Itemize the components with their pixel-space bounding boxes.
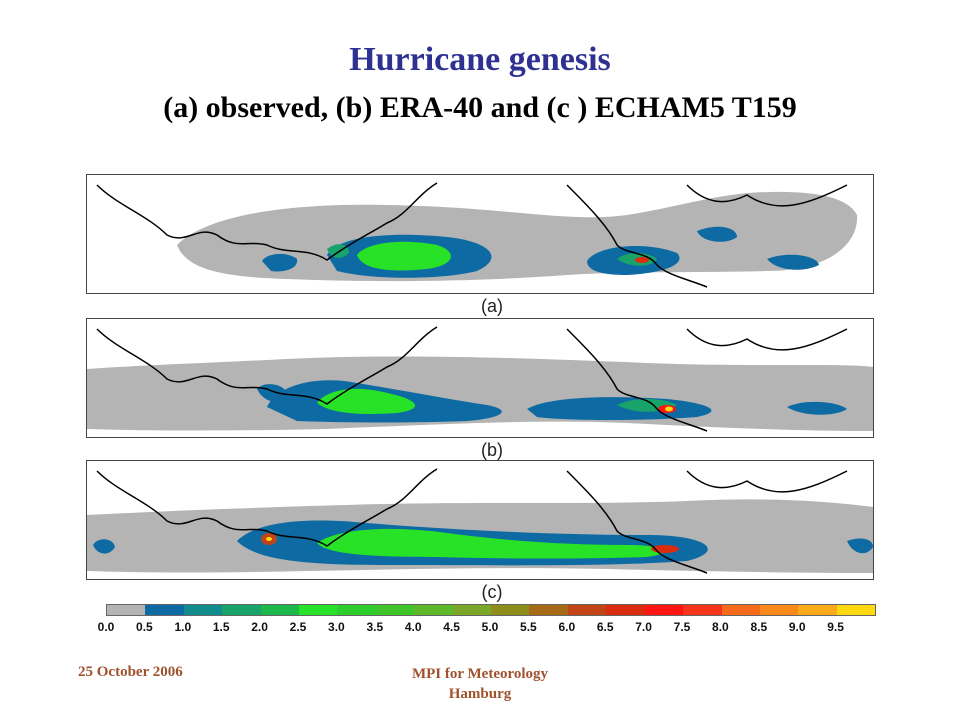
colorbar-segment bbox=[145, 605, 184, 615]
colorbar-segment bbox=[183, 605, 223, 615]
colorbar-tick-label: 6.0 bbox=[558, 620, 576, 634]
colorbar-segment bbox=[337, 605, 376, 615]
blue-small-region bbox=[262, 253, 298, 272]
green-west-region bbox=[327, 244, 349, 258]
colorbar-segment bbox=[299, 605, 338, 615]
map-panel-observed bbox=[86, 174, 874, 294]
colorbar-tick-label: 9.5 bbox=[827, 620, 844, 634]
blue-east-region bbox=[787, 401, 847, 415]
coastline-americas bbox=[566, 328, 708, 432]
background-density-region bbox=[87, 356, 873, 431]
colorbar bbox=[106, 604, 876, 616]
peak-atlantic-region bbox=[635, 257, 649, 263]
peak-west-pacific-core-region bbox=[266, 537, 272, 541]
map-panel-era40 bbox=[86, 318, 874, 438]
panel-label-b: (b) bbox=[481, 440, 503, 460]
green-band-region bbox=[317, 528, 665, 559]
colorbar-segment bbox=[567, 605, 607, 615]
colorbar-segment bbox=[683, 605, 722, 615]
colorbar-tick-label: 0.5 bbox=[136, 620, 153, 634]
genesis-map-b bbox=[87, 326, 873, 432]
coastline-north-atlantic bbox=[686, 184, 848, 207]
coastline-north-atlantic bbox=[686, 470, 848, 493]
slide-subtitle: (a) observed, (b) ERA-40 and (c ) ECHAM5… bbox=[163, 91, 797, 124]
colorbar-tick-label: 5.5 bbox=[520, 620, 537, 634]
colorbar-tick-label: 8.5 bbox=[750, 620, 768, 634]
colorbar-segment bbox=[529, 605, 568, 615]
colorbar-segment bbox=[222, 605, 261, 615]
colorbar-segment bbox=[836, 605, 876, 615]
coastline-asia bbox=[96, 326, 438, 405]
blue-west-region bbox=[93, 539, 115, 554]
peak-core-region bbox=[665, 406, 673, 412]
map-panel-echam5 bbox=[86, 460, 874, 580]
colorbar-tick-label: 6.5 bbox=[596, 620, 614, 634]
blue-atlantic-east-region bbox=[697, 226, 737, 242]
colorbar-tick-label: 2.5 bbox=[289, 620, 307, 634]
colorbar-segment bbox=[721, 605, 760, 615]
colorbar-segment bbox=[798, 605, 837, 615]
colorbar-segment bbox=[260, 605, 300, 615]
colorbar-tick-label: 5.0 bbox=[481, 620, 499, 634]
colorbar-tick-label: 7.0 bbox=[635, 620, 652, 634]
colorbar-segment bbox=[644, 605, 684, 615]
colorbar-segment bbox=[491, 605, 530, 615]
colorbar-tick-label: 4.0 bbox=[404, 620, 422, 634]
colorbar-ticks: 0.0 0.5 1.0 1.5 2.0 2.5 3.0 3.5 4.0 4.5 5.0 5.5 6.0 6… bbox=[92, 620, 872, 636]
blue-atlantic-east-2-region bbox=[767, 254, 819, 270]
colorbar-tick-label: 0.0 bbox=[97, 620, 115, 634]
coastline-north-atlantic bbox=[686, 328, 848, 351]
colorbar-tick-label: 8.0 bbox=[712, 620, 729, 634]
colorbar-segment bbox=[606, 605, 645, 615]
colorbar-tick-label: 4.5 bbox=[443, 620, 460, 634]
colorbar-tick-label: 7.5 bbox=[673, 620, 691, 634]
coastline-americas bbox=[566, 470, 708, 574]
colorbar-segment bbox=[759, 605, 799, 615]
slide-title: Hurricane genesis bbox=[349, 41, 611, 78]
genesis-map-c bbox=[87, 468, 873, 574]
coastline-asia bbox=[96, 468, 438, 547]
colorbar-tick-label: 9.0 bbox=[788, 620, 806, 634]
colorbar-tick-label: 3.5 bbox=[366, 620, 384, 634]
footer-institute-line1: MPI for Meteorology bbox=[411, 666, 549, 682]
colorbar-segment bbox=[414, 605, 453, 615]
coastline-asia bbox=[96, 182, 438, 261]
colorbar-tick-label: 2.0 bbox=[251, 620, 268, 634]
footer-institute-line2: Hamburg bbox=[448, 686, 512, 702]
colorbar-tick-label: 1.5 bbox=[212, 620, 230, 634]
colorbar-segment bbox=[452, 605, 492, 615]
panel-label-c: (c) bbox=[481, 582, 503, 602]
genesis-map-a bbox=[96, 182, 858, 288]
footer-date: 25 October 2006 bbox=[78, 664, 183, 680]
colorbar-segment bbox=[107, 605, 146, 615]
coastline-americas bbox=[566, 184, 708, 288]
green-band-region bbox=[317, 388, 416, 414]
panel-label-a: (a) bbox=[481, 296, 503, 316]
blue-east-region bbox=[847, 538, 873, 554]
colorbar-tick-label: 1.0 bbox=[174, 620, 192, 634]
footer-institute: MPI for Meteorology Hamburg bbox=[380, 664, 580, 704]
green-band-region bbox=[357, 241, 451, 271]
colorbar-tick-label: 3.0 bbox=[328, 620, 345, 634]
colorbar-segment bbox=[375, 605, 415, 615]
